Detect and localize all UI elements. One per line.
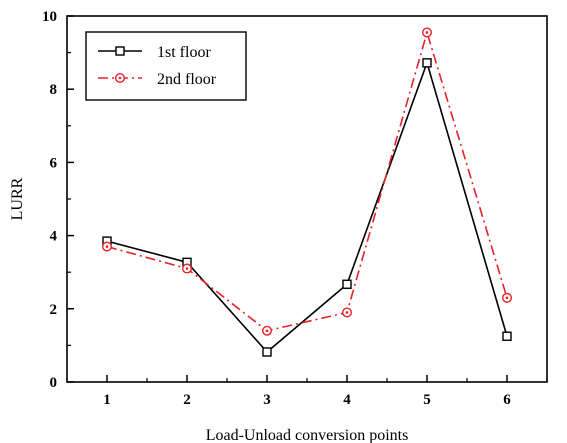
y-tick-label: 8 [50,82,58,98]
x-tick-label: 5 [423,392,431,408]
data-point [502,331,512,341]
data-point-dot [265,329,269,333]
y-tick-label: 10 [42,9,57,25]
data-point-dot [425,31,429,34]
legend: 1st floor 2nd floor [85,31,247,101]
data-point [342,307,353,318]
data-point [262,347,272,357]
data-point [422,58,432,68]
legend-box [85,31,247,101]
y-tick-label: 2 [50,302,58,318]
series-line [106,29,508,332]
x-tick-label: 1 [103,392,111,408]
data-point-dot [105,245,109,248]
series-layer [101,27,513,357]
series-2 [101,27,513,336]
data-point-dot [505,296,509,300]
data-point [502,292,513,303]
legend-label: 2nd floor [157,71,217,88]
x-tick-label: 6 [503,392,511,408]
data-point [262,325,273,336]
legend-marker-dot [118,76,122,80]
x-tick-label: 2 [183,392,191,408]
data-point-dot [345,311,349,314]
legend-label: 1st floor [157,44,211,61]
data-point-dot [185,267,189,270]
x-axis-label: Load-Unload conversion points [206,427,409,443]
y-tick-label: 4 [50,229,58,245]
series-1 [102,58,512,357]
x-tick-label: 4 [343,392,351,408]
legend-marker [115,46,125,56]
y-axis-label: LURR [9,177,26,220]
legend-marker [114,72,125,83]
y-tick-label: 0 [50,375,58,391]
series-line [106,60,508,354]
y-tick-label: 6 [50,155,58,171]
data-point [422,27,433,38]
data-point [181,263,192,274]
x-tick-label: 3 [263,392,271,408]
data-point [101,241,112,252]
data-point [342,279,352,289]
